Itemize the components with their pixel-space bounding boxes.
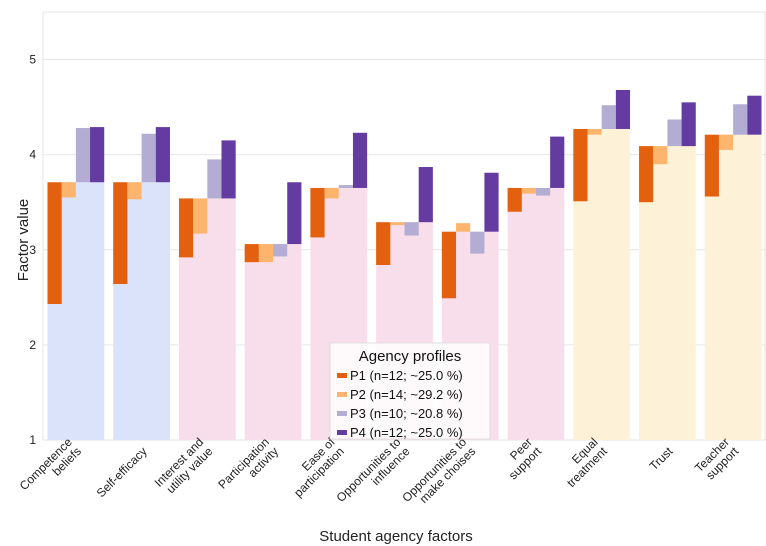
legend-frame xyxy=(329,342,491,440)
x-tick-label: Equaltreatment xyxy=(555,435,610,490)
average-bar xyxy=(507,187,565,440)
profile-bar xyxy=(155,127,170,183)
profile-bar xyxy=(639,146,654,203)
svg-text:Peersupport: Peersupport xyxy=(497,435,545,483)
profile-bar xyxy=(207,159,222,199)
legend-label: P2 (n=14; ~29.2 %) xyxy=(350,387,463,402)
profile-bar xyxy=(587,128,602,135)
profile-bar xyxy=(258,244,274,263)
profile-bar xyxy=(418,167,433,223)
y-tick-label: 2 xyxy=(29,338,36,352)
y-tick-labels: 1 2 3 4 5 xyxy=(29,53,36,447)
svg-text:Teachersupport: Teachersupport xyxy=(692,435,742,485)
profile-bar xyxy=(127,182,142,200)
profile-bars xyxy=(47,89,762,304)
x-tick-label: Self-efficacy xyxy=(94,444,150,500)
profile-bar xyxy=(273,244,288,257)
profile-bar xyxy=(141,133,156,183)
legend-label: P4 (n=12; ~25.0 %) xyxy=(350,425,463,440)
svg-text:Equaltreatment: Equaltreatment xyxy=(555,435,610,490)
profile-bar xyxy=(47,182,62,304)
profile-bar xyxy=(573,128,588,202)
profile-bar xyxy=(61,182,76,198)
profile-bar xyxy=(310,187,325,238)
legend-swatch xyxy=(337,411,347,416)
profile-bar xyxy=(113,182,128,285)
profile-bar xyxy=(718,134,734,150)
profile-bar xyxy=(178,198,194,258)
svg-text:Self-efficacy: Self-efficacy xyxy=(94,444,150,500)
profile-bar xyxy=(352,132,368,188)
svg-text:Trust: Trust xyxy=(647,444,676,473)
svg-text:Opportunities toinfluence: Opportunities toinfluence xyxy=(334,435,413,514)
legend-label: P3 (n=10; ~20.8 %) xyxy=(350,406,463,421)
legend-title: Agency profiles xyxy=(359,348,462,365)
svg-text:Opportunities tomake choises: Opportunities tomake choises xyxy=(399,435,478,514)
profile-bar xyxy=(521,187,536,194)
x-tick-label: Teachersupport xyxy=(692,435,742,485)
x-tick-label: Competencebeliefs xyxy=(17,435,84,502)
x-tick-labels: Competencebeliefs Self-efficacy Interest a… xyxy=(17,435,742,514)
profile-bar xyxy=(667,119,682,147)
svg-text:Interest andutility value: Interest andutility value xyxy=(152,435,216,499)
x-tick-label: Participationactivity xyxy=(215,435,281,501)
profile-bar xyxy=(244,244,259,263)
profile-bar xyxy=(747,95,762,135)
profile-bar xyxy=(733,104,748,135)
profile-bar xyxy=(507,187,522,212)
x-axis-label: Student agency factors xyxy=(319,528,472,545)
profile-bar xyxy=(376,222,391,265)
legend: Agency profiles P1 (n=12; ~25.0 %) P2 (n=… xyxy=(329,342,491,440)
profile-bar xyxy=(484,172,499,232)
profile-bar xyxy=(615,89,631,129)
x-tick-label: Interest andutility value xyxy=(152,435,216,499)
profile-bar xyxy=(441,231,457,299)
svg-text:Competencebeliefs: Competencebeliefs xyxy=(17,435,84,502)
legend-swatch xyxy=(337,392,347,397)
profile-bar xyxy=(287,182,302,245)
profile-bar xyxy=(550,136,565,188)
y-tick-label: 1 xyxy=(29,433,36,447)
y-tick-label: 3 xyxy=(29,243,36,257)
x-tick-label: Peersupport xyxy=(497,435,545,483)
profile-bar xyxy=(704,134,719,197)
x-tick-label: Trust xyxy=(647,444,676,473)
profile-bar xyxy=(653,146,668,165)
svg-text:Participationactivity: Participationactivity xyxy=(215,435,281,501)
x-tick-label: Opportunities toinfluence xyxy=(334,435,413,514)
legend-swatch xyxy=(337,373,347,378)
average-bar xyxy=(244,244,302,440)
profile-bar xyxy=(404,222,419,236)
y-axis-label: Factor value xyxy=(15,199,32,282)
y-tick-label: 5 xyxy=(29,53,36,67)
legend-swatch xyxy=(337,430,347,435)
profile-bar xyxy=(193,198,208,234)
y-tick-label: 4 xyxy=(29,148,36,162)
profile-bar xyxy=(470,231,485,254)
legend-items: P1 (n=12; ~25.0 %) P2 (n=14; ~29.2 %) P3 (… xyxy=(337,368,463,440)
profile-bar xyxy=(90,127,105,183)
profile-bar xyxy=(338,185,353,188)
profile-bar xyxy=(221,140,236,199)
profile-bar xyxy=(456,223,471,232)
profile-bar xyxy=(75,128,91,183)
x-tick-label: Opportunities tomake choises xyxy=(399,435,478,514)
profile-bar xyxy=(535,187,551,196)
profile-bar xyxy=(324,187,339,199)
profile-bar xyxy=(601,105,616,129)
profile-bar xyxy=(390,222,405,226)
profile-bar xyxy=(681,102,696,147)
legend-label: P1 (n=12; ~25.0 %) xyxy=(350,368,463,383)
